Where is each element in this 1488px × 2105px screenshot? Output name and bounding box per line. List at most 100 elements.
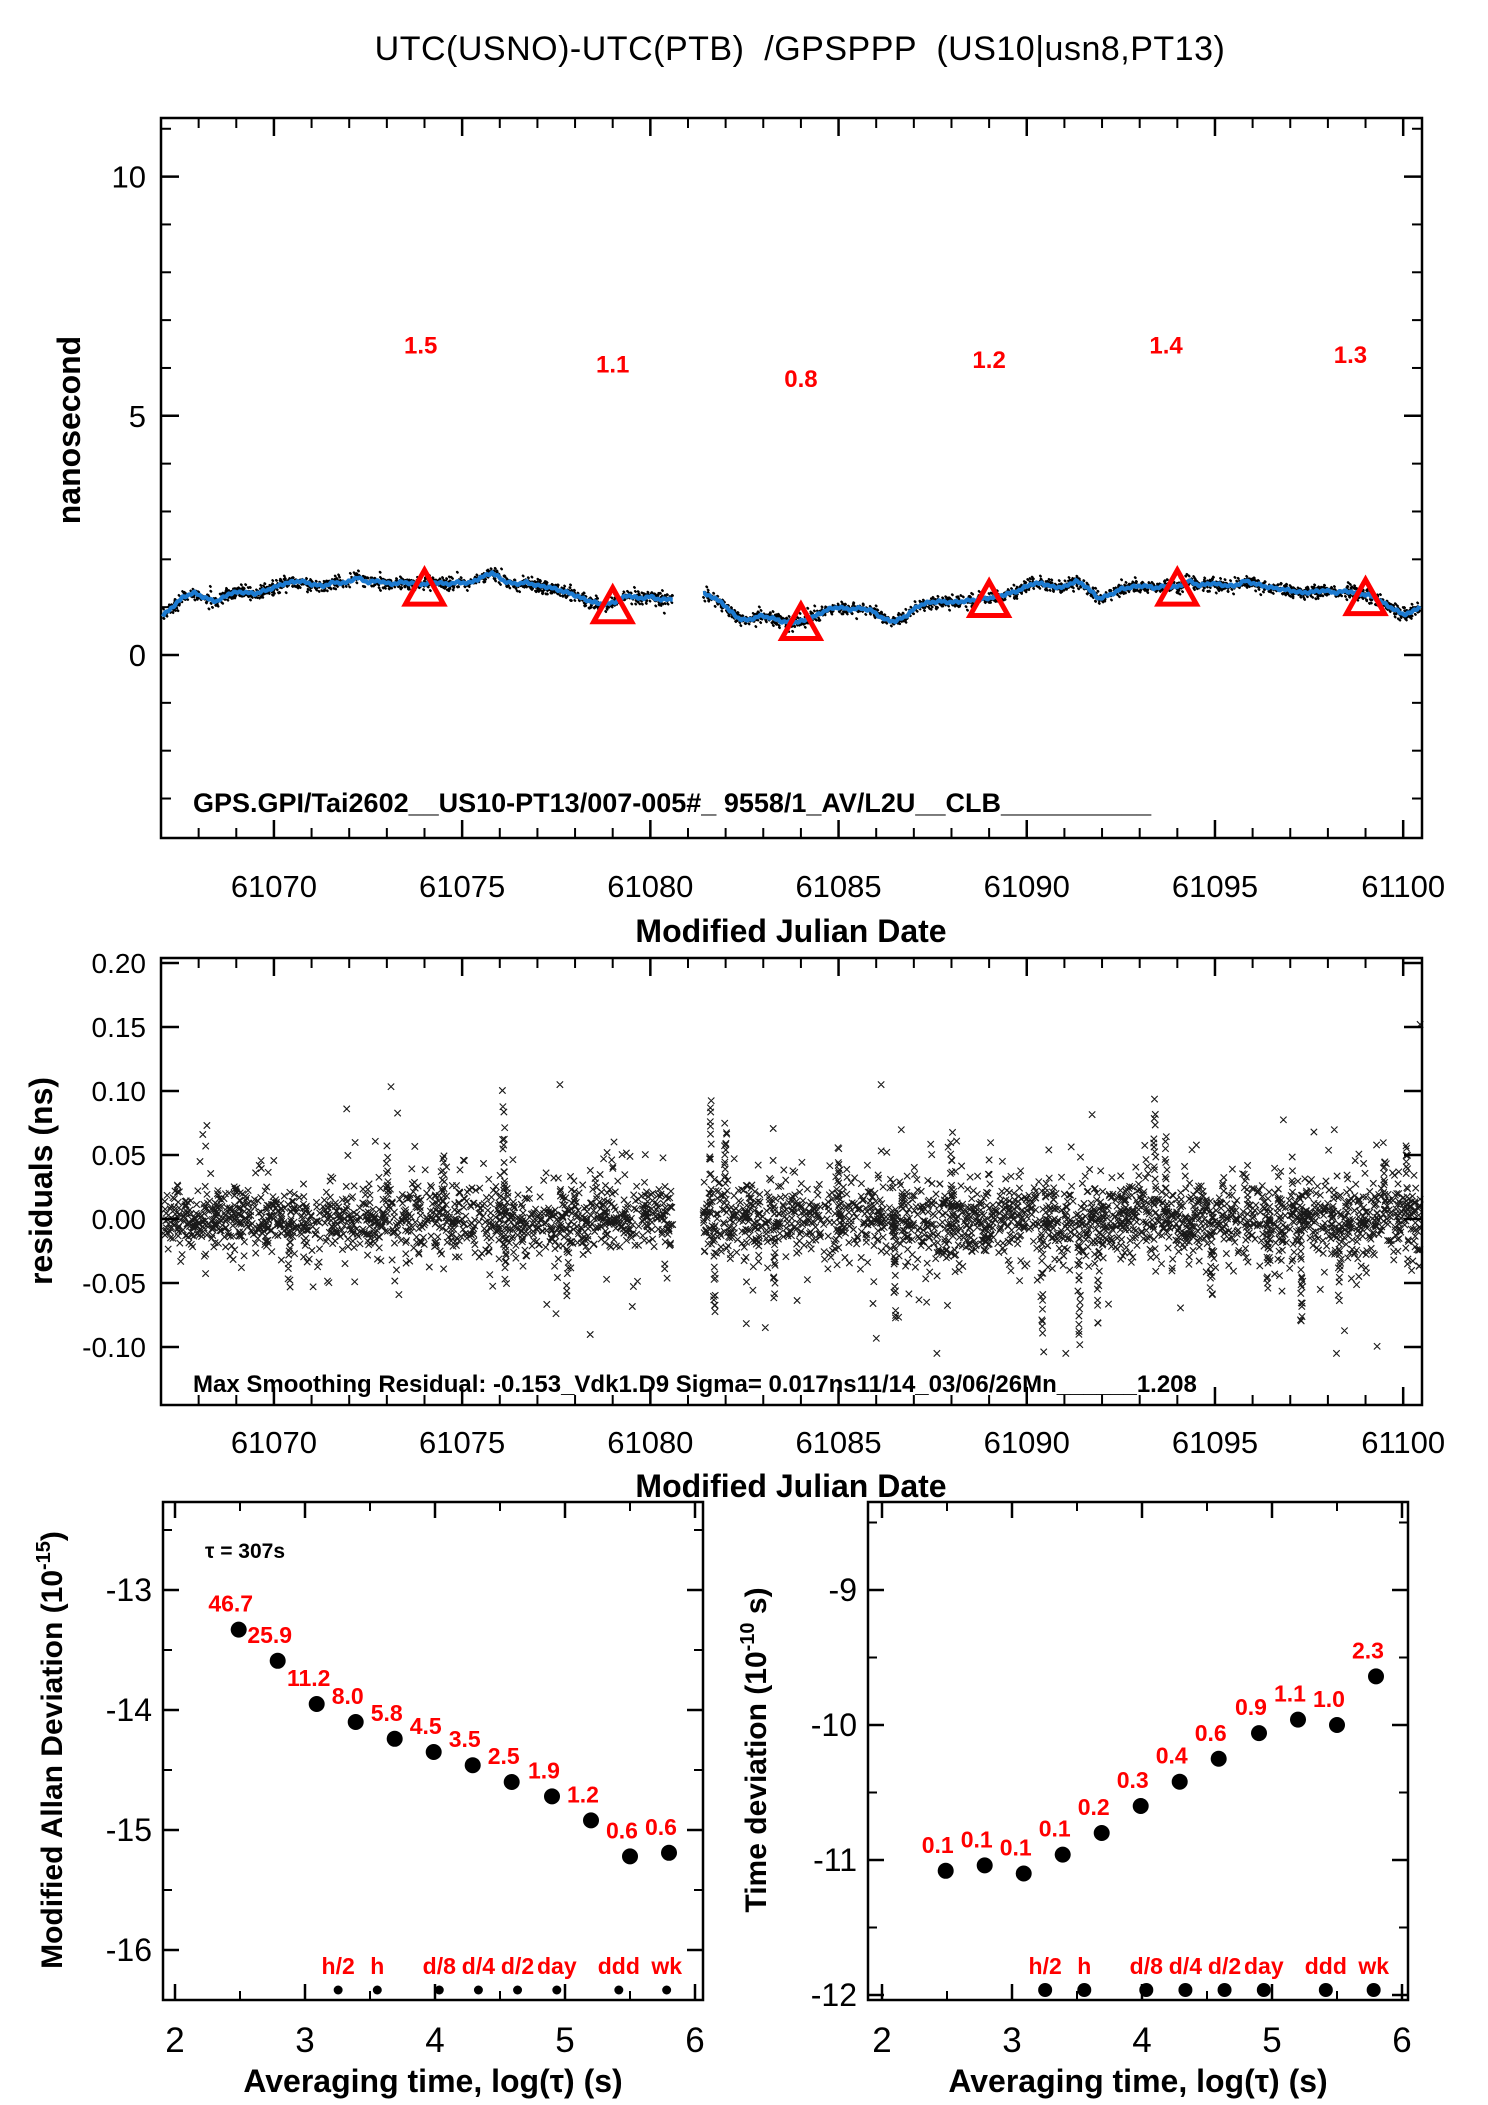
point-value-label: 0.4 (1156, 1743, 1188, 1769)
calibration-triangle-marker (401, 564, 448, 607)
tau-marker-dot (1178, 1983, 1193, 1997)
xtick-label: 61095 (1172, 869, 1258, 904)
xtick-label: 61100 (1361, 1425, 1445, 1460)
xtick-label: 3 (1002, 2021, 1021, 2060)
xtick-label: 5 (555, 2021, 574, 2060)
tau-marker-dot (1366, 1983, 1381, 1997)
tau-marker-dot (552, 1985, 562, 1995)
data-point (269, 1652, 286, 1669)
residual-scatter (161, 1020, 1424, 1357)
tau-marker-dot (434, 1985, 444, 1995)
tau-marker-label: h/2 (322, 1953, 355, 1979)
calibration-value-label: 1.1 (596, 352, 629, 379)
data-point (1368, 1668, 1384, 1685)
point-value-label: 0.2 (1078, 1794, 1110, 1820)
tau-marker-label: d/4 (1169, 1953, 1202, 1979)
tau-marker-label: ddd (598, 1953, 640, 1979)
panel-frame (159, 116, 1424, 840)
panel-phase: 0 5 10 61070 61075 61080 61085 61090 61095 61100 M… (51, 116, 1445, 949)
panel-frame (159, 956, 1424, 1407)
smoothed-curve (702, 578, 1422, 626)
x-axis-title: Averaging time, log(τ) (s) (948, 2063, 1327, 2099)
xtick-label: 61070 (231, 869, 317, 904)
calibration-value-label: 1.5 (404, 333, 437, 360)
tau-marker-label: h (1077, 1953, 1091, 1979)
ytick-label: -11 (813, 1842, 857, 1878)
xtick-label: 61070 (231, 1425, 317, 1460)
data-point (425, 1744, 442, 1760)
point-value-label: 11.2 (287, 1665, 331, 1691)
xtick-label: 61100 (1361, 869, 1445, 904)
xtick-label: 4 (1132, 2021, 1151, 2060)
point-value-label: 1.1 (1274, 1681, 1306, 1707)
point-value-label: 0.6 (1195, 1720, 1227, 1746)
ytick-label: 0.20 (92, 948, 147, 979)
data-point (1251, 1725, 1267, 1742)
data-point (503, 1774, 520, 1790)
tau-marker-dot (1139, 1983, 1154, 1997)
point-value-label: 0.1 (961, 1826, 993, 1852)
xtick-label: 6 (1392, 2021, 1411, 2060)
tau-marker-label: day (1244, 1953, 1284, 1979)
x-axis-title: Averaging time, log(τ) (s) (243, 2063, 622, 2099)
xtick-label: 4 (425, 2021, 444, 2060)
panel-tdev: -9 -10 -11 -12 2 3 4 5 6 Averaging time, log(τ) (… (737, 1500, 1412, 2099)
point-value-label: 0.1 (1000, 1835, 1032, 1861)
ytick-label: 0.15 (92, 1012, 147, 1043)
data-point (583, 1812, 599, 1829)
calibration-triangle-marker (1342, 574, 1389, 617)
data-point (464, 1757, 481, 1774)
ytick-label: -14 (106, 1692, 152, 1728)
ytick-label: -10 (811, 1707, 857, 1743)
tau-marker-label: d/2 (1208, 1953, 1241, 1979)
tau-marker-label: wk (650, 1953, 682, 1979)
xtick-label: 61090 (984, 1425, 1070, 1460)
xtick-label: 61080 (607, 869, 693, 904)
tau-marker-label: h (370, 1953, 384, 1979)
calibration-triangle-marker (777, 599, 825, 642)
xtick-label: 61075 (419, 1425, 505, 1460)
panel-residuals: 0.20 0.15 0.10 0.05 0.00 -0.05 -0.10 61070 61075… (23, 948, 1445, 1504)
x-axis-title: Modified Julian Date (635, 1468, 946, 1504)
tau-marker-label: d/2 (501, 1953, 534, 1979)
point-value-label: 0.6 (645, 1814, 677, 1840)
tau-marker-dot (614, 1985, 624, 1995)
ytick-label: -13 (106, 1572, 152, 1608)
y-axis-title: Time deviation (10-10 s) (737, 1587, 773, 1912)
tau-marker-label: wk (1357, 1953, 1389, 1979)
xtick-label: 2 (872, 2021, 891, 2060)
y-axis-title: nanosecond (51, 336, 87, 524)
panel-mdev: -13 -14 -15 -16 2 3 4 5 6 Averaging time, log(τ) … (33, 1500, 705, 2099)
tau-marker-dot (1256, 1983, 1271, 1997)
tau-marker-label: d/8 (1130, 1953, 1163, 1979)
data-point (937, 1862, 954, 1879)
data-point (976, 1857, 993, 1874)
point-value-label: 25.9 (247, 1622, 292, 1648)
data-point (1015, 1865, 1032, 1882)
xtick-label: 3 (295, 2021, 314, 2060)
point-value-label: 1.0 (1313, 1686, 1345, 1712)
figure-title: UTC(USNO)-UTC(PTB) /GPSPPP (US10|usn8,PT… (374, 30, 1226, 68)
point-value-label: 46.7 (208, 1591, 253, 1617)
panel-frame (161, 1500, 705, 2002)
xtick-label: 61080 (607, 1425, 693, 1460)
point-value-label: 0.1 (922, 1832, 954, 1858)
point-value-label: 2.5 (488, 1743, 520, 1769)
data-point (1054, 1846, 1071, 1863)
data-point (544, 1788, 560, 1805)
point-value-label: 1.9 (528, 1757, 560, 1783)
point-value-label: 2.3 (1352, 1637, 1384, 1663)
tau-note: τ = 307s (205, 1540, 285, 1563)
point-value-label: 0.6 (606, 1817, 638, 1843)
tau-marker-dot (1077, 1983, 1092, 1997)
data-point (1171, 1773, 1188, 1790)
xtick-label: 2 (165, 2021, 184, 2060)
data-point (386, 1730, 403, 1747)
ytick-label: -15 (106, 1812, 152, 1848)
ytick-label: -0.05 (82, 1268, 146, 1299)
point-value-label: 8.0 (332, 1683, 364, 1709)
y-axis-title: Modified Allan Deviation (10-15) (33, 1531, 69, 1969)
tau-marker-label: ddd (1305, 1953, 1347, 1979)
